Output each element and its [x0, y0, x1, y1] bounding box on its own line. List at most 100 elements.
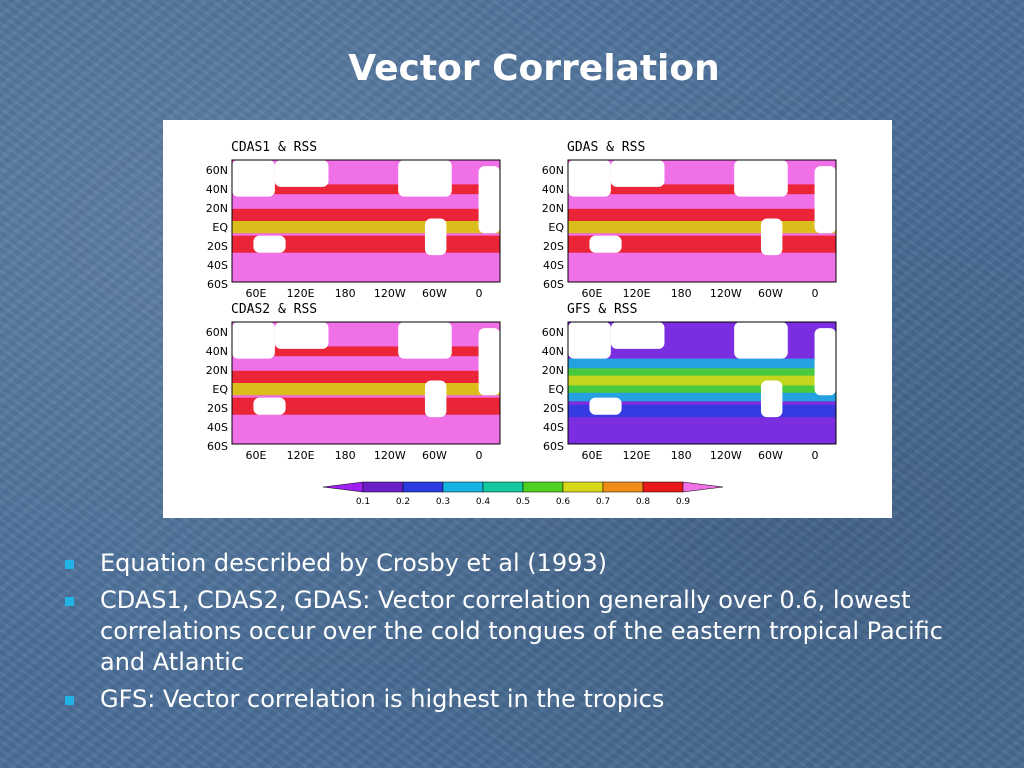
colorbar-segment [362, 481, 404, 493]
map-panel-title: CDAS2 & RSS [231, 302, 317, 317]
longitude-tick-label: 120E [287, 287, 315, 300]
map-land [424, 218, 447, 256]
map-land [734, 160, 788, 197]
map-correlation-band [232, 184, 500, 195]
map-land [568, 322, 611, 359]
map-frame [231, 159, 501, 283]
map-land [814, 328, 836, 396]
slide-title: Vector Correlation [348, 48, 720, 89]
colorbar-tick-label: 0.7 [596, 497, 610, 507]
map-land [232, 322, 275, 359]
longitude-tick-label: 60E [246, 449, 267, 462]
map-panel-title: CDAS1 & RSS [231, 140, 317, 155]
longitude-tick-label: 60W [758, 449, 783, 462]
map-land [398, 160, 452, 197]
bullet-text: Equation described by Crosby et al (1993… [100, 549, 608, 577]
map-frame [231, 321, 501, 445]
latitude-tick-label: 20S [207, 402, 228, 415]
bullet-square-icon [65, 560, 74, 569]
latitude-tick-label: 40S [543, 259, 564, 272]
bullet-square-icon [65, 696, 74, 705]
latitude-tick-label: 20S [207, 240, 228, 253]
longitude-tick-label: 120W [374, 449, 406, 462]
colorbar-segment [402, 481, 444, 493]
longitude-tick-label: 180 [671, 449, 692, 462]
bullet-list: Equation described by Crosby et al (1993… [60, 548, 990, 721]
latitude-tick-label: 20N [206, 202, 228, 215]
latitude-tick-label: 60S [207, 440, 228, 453]
longitude-tick-label: 120E [623, 287, 651, 300]
latitude-tick-label: 20S [543, 240, 564, 253]
colorbar-tick-label: 0.2 [396, 497, 410, 507]
colorbar-tick-label: 0.4 [476, 497, 491, 507]
latitude-tick-label: 40N [206, 183, 228, 196]
colorbar-segment [522, 481, 564, 493]
longitude-tick-label: 60E [582, 287, 603, 300]
map-land [478, 328, 500, 396]
map-land [589, 235, 622, 253]
latitude-tick-label: 60S [207, 278, 228, 291]
latitude-tick-label: 20S [543, 402, 564, 415]
map-land [478, 166, 500, 234]
map-panel-title: GDAS & RSS [567, 140, 645, 155]
latitude-tick-label: EQ [548, 221, 564, 234]
map-land [760, 380, 783, 418]
map-correlation-band [232, 346, 500, 357]
longitude-tick-label: 60W [422, 287, 447, 300]
correlation-maps-figure: CDAS1 & RSS 60N 40N 20N EQ 20S 40S 60S 60E 120E 18… [163, 120, 892, 518]
longitude-tick-label: 120W [710, 287, 742, 300]
latitude-tick-label: 60S [543, 278, 564, 291]
longitude-tick-label: 180 [671, 287, 692, 300]
latitude-tick-label: 40S [543, 421, 564, 434]
colorbar-tick-label: 0.9 [676, 497, 691, 507]
latitude-tick-label: 60N [542, 326, 564, 339]
latitude-tick-label: 40N [542, 345, 564, 358]
map-land [274, 322, 329, 349]
longitude-tick-label: 0 [812, 287, 819, 300]
map-panel-title: GFS & RSS [567, 302, 637, 317]
latitude-tick-label: 40N [542, 183, 564, 196]
latitude-tick-label: 40N [206, 345, 228, 358]
colorbar-segment [642, 481, 684, 493]
latitude-tick-label: 20N [206, 364, 228, 377]
map-land [568, 160, 611, 197]
colorbar-tick-label: 0.1 [356, 497, 370, 507]
longitude-tick-label: 180 [335, 287, 356, 300]
bullet-square-icon [65, 597, 74, 606]
latitude-tick-label: 20N [542, 364, 564, 377]
map-land [734, 322, 788, 359]
colorbar-tick-label: 0.8 [636, 497, 651, 507]
map-land [610, 322, 665, 349]
latitude-tick-label: 60N [542, 164, 564, 177]
latitude-tick-label: 40S [207, 421, 228, 434]
latitude-tick-label: 60S [543, 440, 564, 453]
longitude-tick-label: 0 [476, 287, 483, 300]
colorbar-segment [442, 481, 484, 493]
colorbar-segment [482, 481, 524, 493]
latitude-tick-label: 60N [206, 164, 228, 177]
latitude-tick-label: 20N [542, 202, 564, 215]
bullet-item: CDAS1, CDAS2, GDAS: Vector correlation g… [60, 585, 990, 678]
colorbar-segment [562, 481, 604, 493]
map-land [610, 160, 665, 187]
colorbar-end-right [682, 481, 724, 493]
map-correlation-band [568, 221, 836, 234]
map-land [398, 322, 452, 359]
longitude-tick-label: 60E [582, 449, 603, 462]
map-correlation-band [568, 184, 836, 195]
map-land [760, 218, 783, 256]
longitude-tick-label: 120W [710, 449, 742, 462]
colorbar-tick-label: 0.6 [556, 497, 571, 507]
map-land [232, 160, 275, 197]
map-correlation-band [232, 221, 500, 234]
colorbar-tick-label: 0.5 [516, 497, 530, 507]
longitude-tick-label: 120E [623, 449, 651, 462]
colorbar-end-left [322, 481, 364, 493]
map-frame [567, 321, 837, 445]
bullet-item: GFS: Vector correlation is highest in th… [60, 684, 990, 715]
longitude-tick-label: 0 [812, 449, 819, 462]
colorbar-segment [602, 481, 644, 493]
bullet-item: Equation described by Crosby et al (1993… [60, 548, 990, 579]
latitude-tick-label: EQ [548, 383, 564, 396]
